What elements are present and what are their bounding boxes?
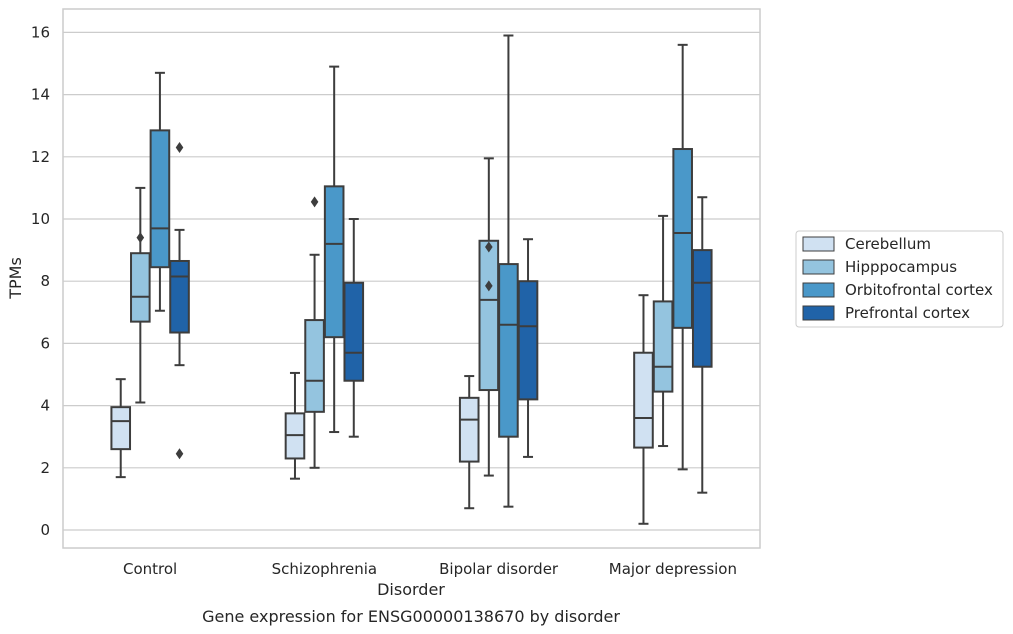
box-0-1 <box>130 186 151 404</box>
y-tick-label: 12 <box>31 148 50 166</box>
box-3-1 <box>652 214 674 448</box>
x-tick-label: Control <box>123 560 177 578</box>
box-iqr <box>498 263 519 438</box>
plot-area <box>63 9 760 548</box>
legend-swatch <box>802 236 835 252</box>
box-1-1 <box>304 196 325 469</box>
box-iqr <box>343 281 365 382</box>
box-0-2 <box>149 71 171 312</box>
y-axis-label: TPMs <box>6 257 25 300</box>
box-groups <box>110 34 713 525</box>
x-tick-label: Major depression <box>609 560 737 578</box>
x-tick-label: Schizophrenia <box>272 560 377 578</box>
outlier-point <box>310 196 319 208</box>
legend-frame <box>795 230 1004 328</box>
outlier-point <box>485 280 493 292</box>
legend-swatch <box>802 305 835 321</box>
box-2-0 <box>458 375 480 510</box>
outlier-point <box>485 241 493 253</box>
box-iqr <box>691 249 713 368</box>
outlier-point <box>175 141 184 153</box>
box-3-0 <box>633 294 654 525</box>
chart-title: Gene expression for ENSG00000138670 by d… <box>202 607 620 626</box>
box-iqr <box>672 148 693 329</box>
y-tick-label: 10 <box>31 210 50 228</box>
legend-label: Orbitofrontal cortex <box>845 281 993 299</box>
y-tick-label: 0 <box>40 521 50 539</box>
x-tick-labels: Control Schizophrenia Bipolar disorder Majo… <box>123 560 737 578</box>
y-tick-label: 4 <box>40 397 50 415</box>
legend-label: Cerebellum <box>845 235 931 253</box>
box-iqr <box>517 280 539 401</box>
box-0-3 <box>169 141 190 460</box>
legend-swatch <box>802 282 835 298</box>
legend-swatch <box>802 259 835 275</box>
box-iqr <box>169 259 190 334</box>
x-tick-label: Bipolar disorder <box>439 560 559 578</box>
box-2-3 <box>517 238 539 458</box>
box-iqr <box>304 319 325 413</box>
outlier-point <box>175 448 184 460</box>
legend-label: Prefrontal cortex <box>845 304 970 322</box>
box-iqr <box>323 185 345 339</box>
legend-label: Hipppocampus <box>845 258 957 276</box>
box-iqr <box>130 252 151 323</box>
box-iqr <box>149 129 171 269</box>
box-iqr <box>633 351 654 449</box>
x-axis-label: Disorder <box>377 580 445 599</box>
y-tick-label: 14 <box>31 86 50 104</box>
box-1-3 <box>343 218 365 438</box>
box-iqr <box>110 406 132 451</box>
legend: Cerebellum Hipppocampus Orbitofrontal cort… <box>795 230 1004 328</box>
outlier-point <box>136 232 145 244</box>
y-tick-label: 8 <box>40 272 50 290</box>
plot-frame <box>62 8 761 549</box>
y-tick-label: 6 <box>40 334 50 352</box>
box-1-2 <box>323 65 345 434</box>
box-1-0 <box>284 371 306 480</box>
box-3-2 <box>672 43 693 471</box>
y-tick-label: 16 <box>31 23 50 41</box>
y-tick-labels: 0 2 4 6 8 10 12 14 16 <box>31 23 50 539</box>
box-0-0 <box>110 378 132 479</box>
box-3-3 <box>691 196 713 494</box>
box-iqr <box>478 239 500 392</box>
box-iqr <box>652 300 674 393</box>
box-iqr <box>458 396 480 463</box>
y-tick-label: 2 <box>40 459 50 477</box>
